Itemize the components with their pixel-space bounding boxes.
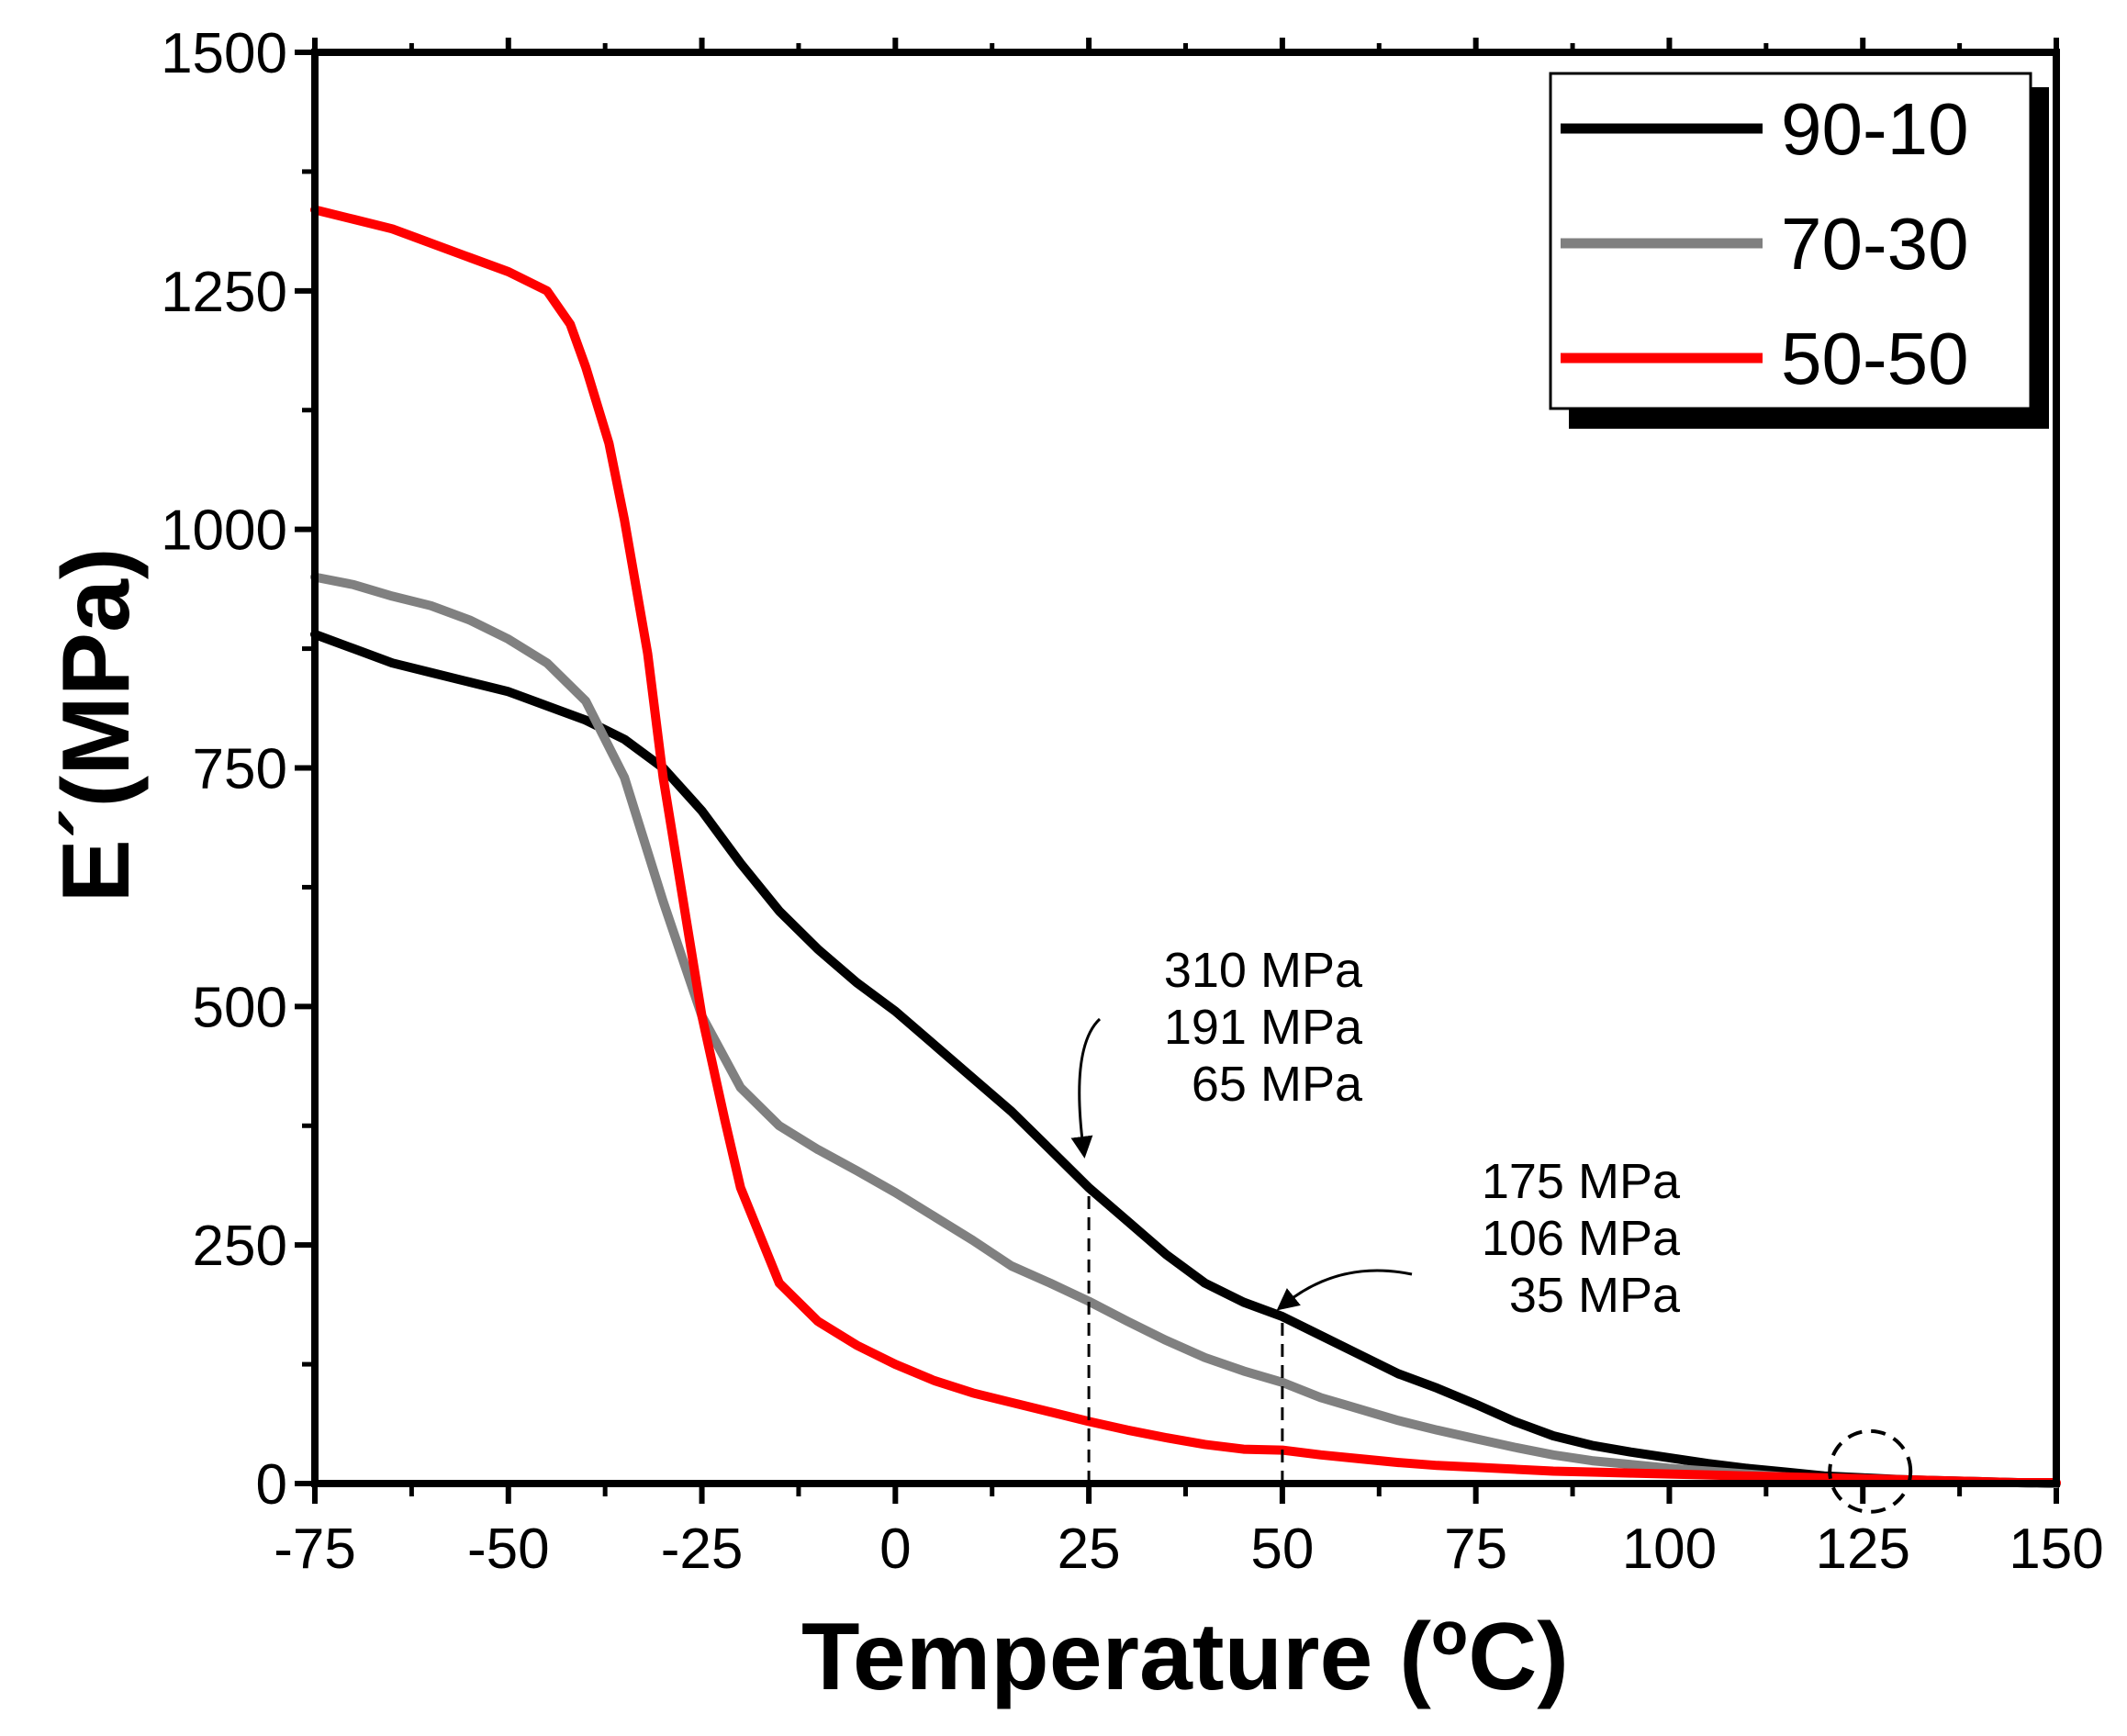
annotation-line: 175 MPa <box>1482 1154 1681 1209</box>
highlight-markers <box>1828 1428 1913 1514</box>
series-line-50-50 <box>310 205 2061 1487</box>
y-tick-label: 250 <box>193 1215 287 1278</box>
legend-label-70-30: 70-30 <box>1781 203 1969 285</box>
annotations: 310 MPa 191 MPa 65 MPa 175 MPa 106 MPa 35 MPa <box>1070 943 1681 1323</box>
x-tick-labels: -75 -50 -25 0 25 50 75 100 125 150 <box>274 1518 2104 1581</box>
x-tick-label: 125 <box>1815 1518 1909 1581</box>
annotation-line: 35 MPa <box>1509 1268 1681 1323</box>
annotation-label: 175 MPa 106 MPa 35 MPa <box>1482 1154 1681 1323</box>
annotation-arrow <box>1276 1269 1413 1311</box>
annotation-line: 310 MPa <box>1164 943 1363 998</box>
annotation-arrow <box>1070 1017 1102 1159</box>
x-tick-label: -25 <box>661 1518 744 1581</box>
legend-label-90-10: 90-10 <box>1781 88 1969 170</box>
x-tick-label: 100 <box>1622 1518 1717 1581</box>
x-tick-label: 150 <box>2009 1518 2103 1581</box>
x-axis-title-superscript: o <box>1431 1599 1468 1667</box>
x-axis-title: Temperature (oC) <box>801 1599 1569 1710</box>
y-tick-labels: 0 250 500 750 1000 1250 1500 <box>161 22 287 1517</box>
x-tick-label: -75 <box>274 1518 356 1581</box>
y-tick-label: 1250 <box>161 261 287 324</box>
legend: 90-10 70-30 50-50 <box>1549 72 2049 429</box>
x-tick-label: 0 <box>879 1518 911 1581</box>
y-axis-title: E´(MPa) <box>43 547 150 902</box>
annotation-line: 65 MPa <box>1192 1057 1363 1112</box>
annotation-line: 106 MPa <box>1482 1211 1681 1266</box>
legend-label-50-50: 50-50 <box>1781 318 1969 399</box>
series-lines <box>310 205 2061 1488</box>
highlight-circle <box>1828 1428 1913 1514</box>
x-axis-title-pre: Temperature ( <box>801 1604 1431 1710</box>
y-tick-label: 750 <box>193 738 287 801</box>
y-tick-label: 1500 <box>161 22 287 85</box>
y-tick-label: 0 <box>256 1453 287 1517</box>
x-tick-label: 50 <box>1250 1518 1314 1581</box>
x-tick-label: -50 <box>467 1518 550 1581</box>
reference-lines <box>1087 1187 1284 1484</box>
plot-frame <box>311 49 2060 1487</box>
series-line-90-10 <box>310 630 2061 1488</box>
x-tick-label: 25 <box>1058 1518 1121 1581</box>
x-tick-label: 75 <box>1444 1518 1507 1581</box>
y-tick-label: 500 <box>193 976 287 1039</box>
annotation-label: 310 MPa 191 MPa 65 MPa <box>1164 943 1363 1112</box>
annotation-line: 191 MPa <box>1164 1000 1363 1055</box>
y-tick-label: 1000 <box>161 499 287 563</box>
x-axis-title-post: C) <box>1468 1604 1569 1710</box>
